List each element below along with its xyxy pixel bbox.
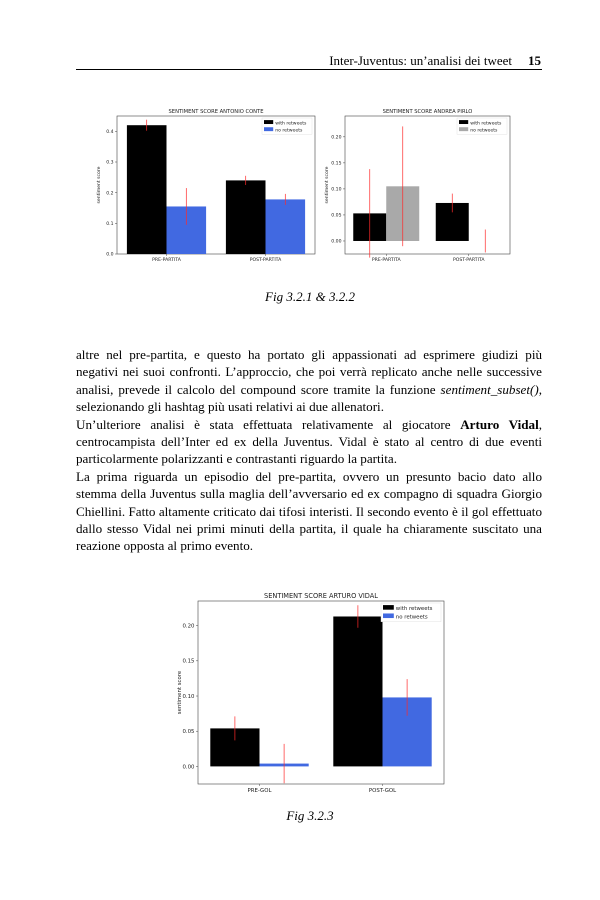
y-axis-label: sentiment score: [96, 166, 102, 203]
paragraph-1: altre nel pre-partita, e questo ha porta…: [76, 347, 542, 415]
legend-swatch: [383, 605, 394, 610]
legend-swatch: [459, 120, 469, 125]
y-tick-label: 0.20: [331, 134, 341, 140]
chart-vidal-svg: SENTIMENT SCORE ARTURO VIDAL sentiment sc…: [177, 592, 445, 794]
x-tick-label: POST-PARTITA: [250, 257, 282, 262]
y-tick-label: 0.4: [106, 129, 113, 135]
page-header: Inter-Juventus: un’analisi dei tweet 15: [76, 52, 542, 70]
chart-conte-svg: SENTIMENT SCORE ANTONIO CONTE sentiment s…: [96, 109, 316, 263]
function-name: sentiment_subset(): [440, 381, 539, 397]
y-tick-label: 0.20: [182, 624, 195, 630]
legend-swatch: [264, 127, 274, 132]
bar: [333, 616, 383, 767]
legend-label: no retweets: [470, 127, 498, 133]
y-tick-label: 0.15: [331, 160, 341, 166]
y-tick-label: 0.00: [331, 239, 341, 245]
y-tick-label: 0.0: [106, 252, 113, 258]
chart-title: SENTIMENT SCORE ANDREA PIRLO: [383, 109, 473, 115]
bar: [225, 180, 266, 254]
y-tick-label: 0.3: [106, 160, 113, 166]
figure-caption-1: Fig 3.2.1 & 3.2.2: [265, 289, 355, 304]
legend-swatch: [383, 613, 394, 619]
plot-frame: [344, 115, 511, 255]
paragraph-2: Un’ulteriore analisi è stata effettuata …: [76, 416, 542, 467]
legend-swatch: [264, 120, 274, 125]
legend: [261, 117, 313, 135]
legend: [380, 602, 442, 622]
player-name: Arturo Vidal: [460, 416, 539, 432]
chart-pirlo: SENTIMENT SCORE ANDREA PIRLO sentiment sc…: [320, 104, 542, 263]
chart-title: SENTIMENT SCORE ARTURO VIDAL: [264, 592, 378, 600]
bar: [265, 199, 306, 254]
chart-pirlo-svg: SENTIMENT SCORE ANDREA PIRLO sentiment sc…: [324, 109, 511, 263]
chart-vidal: SENTIMENT SCORE ARTURO VIDAL sentiment sc…: [170, 586, 450, 798]
x-tick-label: POST-PARTITA: [453, 257, 485, 262]
legend-label: with retweets: [396, 606, 433, 612]
legend: [456, 117, 508, 135]
body-text: altre nel pre-partita, e questo ha porta…: [76, 346, 542, 555]
chart-title: SENTIMENT SCORE ANTONIO CONTE: [169, 109, 264, 115]
paragraph-3: La prima riguarda un episodio del pre-pa…: [76, 468, 542, 554]
y-tick-label: 0.10: [331, 187, 341, 193]
bar: [126, 125, 167, 254]
x-tick-label: PRE-PARTITA: [152, 257, 182, 262]
page-number: 15: [528, 53, 541, 68]
legend-label: no retweets: [275, 127, 303, 133]
y-tick-label: 0.15: [182, 659, 194, 665]
y-tick-label: 0.05: [182, 729, 194, 735]
x-tick-label: POST-GOL: [369, 788, 396, 794]
y-tick-label: 0.10: [182, 694, 195, 700]
legend-swatch: [459, 127, 469, 132]
y-tick-label: 0.00: [182, 764, 195, 770]
legend-label: no retweets: [396, 615, 428, 621]
figure-caption-2: Fig 3.2.3: [286, 808, 334, 823]
chart-conte: SENTIMENT SCORE ANTONIO CONTE sentiment s…: [95, 104, 317, 263]
y-tick-label: 0.2: [106, 190, 113, 196]
x-tick-label: PRE-PARTITA: [372, 257, 402, 262]
y-axis-label: sentiment score: [324, 166, 330, 203]
y-tick-label: 0.05: [331, 213, 341, 219]
legend-label: with retweets: [275, 120, 307, 126]
y-tick-label: 0.1: [106, 221, 113, 227]
x-tick-label: PRE-GOL: [248, 788, 272, 794]
running-title: Inter-Juventus: un’analisi dei tweet: [329, 53, 512, 68]
legend-label: with retweets: [470, 120, 502, 126]
y-axis-label: sentiment score: [177, 670, 183, 714]
